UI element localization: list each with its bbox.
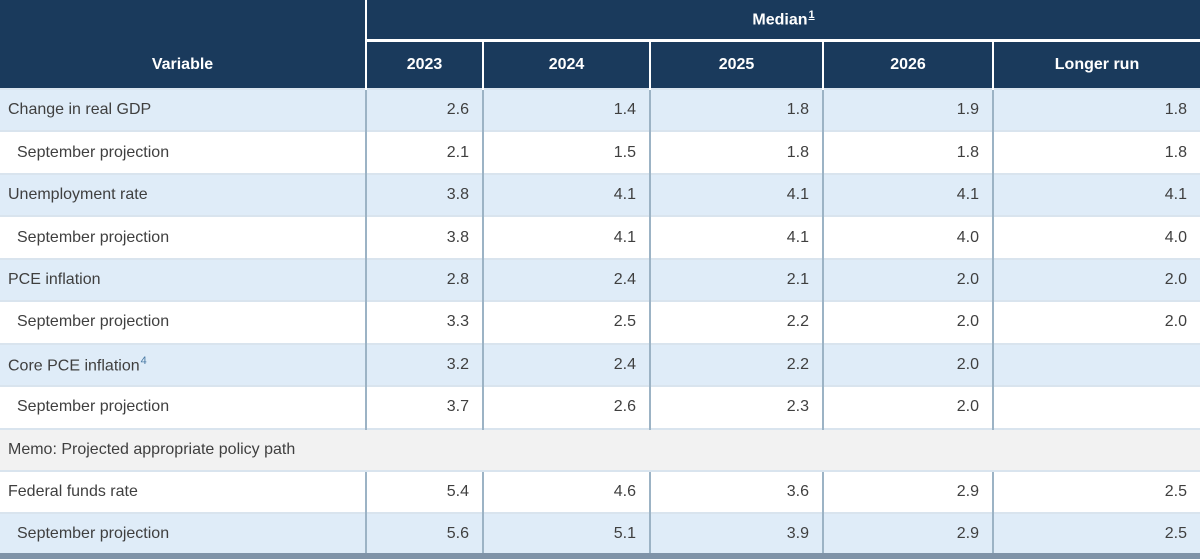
value-cell: 4.0 (991, 215, 1200, 259)
row-label: PCE inflation (0, 257, 366, 302)
value-cell: 2.2 (649, 300, 823, 344)
value-cell: 2.4 (482, 257, 650, 302)
value-cell: 4.0 (822, 215, 993, 259)
table-row: September projection 3.3 2.5 2.2 2.0 2.0 (0, 300, 1200, 344)
value-cell: 2.9 (822, 469, 993, 514)
value-cell: 3.8 (365, 172, 483, 217)
value-cell: 4.1 (991, 172, 1200, 217)
value-cell: 3.9 (649, 512, 823, 556)
value-cell: 1.8 (649, 130, 823, 174)
value-cell: 2.0 (822, 342, 993, 387)
core-pce-footnote-link[interactable]: 4 (140, 354, 147, 367)
value-cell: 5.1 (482, 512, 650, 556)
year-column-header: 2023 (365, 40, 483, 89)
value-cell: 2.0 (991, 300, 1200, 344)
value-cell: 2.8 (365, 257, 483, 302)
median-header-label: Median (752, 11, 808, 29)
value-cell: 1.9 (822, 87, 993, 132)
value-cell: 2.4 (482, 342, 650, 387)
value-cell: 2.6 (365, 87, 483, 132)
value-cell: 3.7 (365, 385, 483, 429)
table-row: Federal funds rate 5.4 4.6 3.6 2.9 2.5 (0, 469, 1200, 514)
year-column-header: 2026 (822, 40, 993, 89)
variable-header-label: Variable (151, 56, 214, 73)
row-label: September projection (0, 300, 366, 344)
row-label: Core PCE inflation4 (0, 342, 366, 387)
value-cell: 4.1 (482, 172, 650, 217)
row-label: Unemployment rate (0, 172, 366, 217)
year-column-header: 2025 (649, 40, 823, 89)
value-cell: 2.5 (991, 512, 1200, 556)
value-cell: 4.1 (822, 172, 993, 217)
row-label: September projection (0, 512, 366, 556)
value-cell: 1.8 (822, 130, 993, 174)
table-row: Change in real GDP 2.6 1.4 1.8 1.9 1.8 (0, 87, 1200, 132)
value-cell: 2.1 (649, 257, 823, 302)
value-cell: 1.8 (991, 87, 1200, 132)
group-header-row: Variable Median1 (0, 0, 1200, 89)
row-label: Change in real GDP (0, 87, 366, 132)
value-cell: 2.0 (991, 257, 1200, 302)
value-cell: 2.5 (482, 300, 650, 344)
value-cell: 4.1 (649, 215, 823, 259)
value-cell: 4.6 (482, 469, 650, 514)
value-cell: 2.5 (991, 469, 1200, 514)
year-column-header: Longer run (991, 40, 1200, 89)
value-cell: 2.0 (822, 385, 993, 429)
median-footnote-link[interactable]: 1 (808, 9, 815, 22)
value-cell: 5.6 (365, 512, 483, 556)
table-row: Core PCE inflation4 3.2 2.4 2.2 2.0 (0, 342, 1200, 387)
table-body: Change in real GDP 2.6 1.4 1.8 1.9 1.8 Septemb… (0, 87, 1200, 556)
value-cell: 3.6 (649, 469, 823, 514)
value-cell: 2.3 (649, 385, 823, 429)
value-cell: 3.2 (365, 342, 483, 387)
value-cell: 2.2 (649, 342, 823, 387)
value-cell: 3.8 (365, 215, 483, 259)
value-cell: 2.0 (822, 257, 993, 302)
median-column-group-header: Median1 (364, 0, 1200, 42)
value-cell: 1.8 (649, 87, 823, 132)
table-row: PCE inflation 2.8 2.4 2.1 2.0 2.0 (0, 257, 1200, 302)
table-row: Memo: Projected appropriate policy path (0, 427, 1200, 471)
table-header: Variable Median1 2023 2024 2025 2026 Longer … (0, 0, 1200, 89)
memo-row-label: Memo: Projected appropriate policy path (0, 427, 1200, 471)
value-cell: 4.1 (649, 172, 823, 217)
year-header-row: 2023 2024 2025 2026 Longer run (0, 40, 1200, 89)
value-cell: 2.9 (822, 512, 993, 556)
value-cell: 1.8 (991, 130, 1200, 174)
table-row: September projection 3.7 2.6 2.3 2.0 (0, 385, 1200, 429)
value-cell: 2.0 (822, 300, 993, 344)
value-cell: 2.6 (482, 385, 650, 429)
value-cell: 2.1 (365, 130, 483, 174)
row-label: September projection (0, 385, 366, 429)
row-label: September projection (0, 130, 366, 174)
value-cell: 4.1 (482, 215, 650, 259)
year-column-header: 2024 (482, 40, 650, 89)
table-row: Unemployment rate 3.8 4.1 4.1 4.1 4.1 (0, 172, 1200, 217)
value-cell: 5.4 (365, 469, 483, 514)
value-cell: 1.4 (482, 87, 650, 132)
table-row: September projection 5.6 5.1 3.9 2.9 2.5 (0, 512, 1200, 556)
value-cell (991, 385, 1200, 429)
table-row: September projection 3.8 4.1 4.1 4.0 4.0 (0, 215, 1200, 259)
value-cell: 3.3 (365, 300, 483, 344)
value-cell: 1.5 (482, 130, 650, 174)
row-label: September projection (0, 215, 366, 259)
value-cell (991, 342, 1200, 387)
row-label: Federal funds rate (0, 469, 366, 514)
variable-column-header: Variable (0, 0, 366, 89)
table-row: September projection 2.1 1.5 1.8 1.8 1.8 (0, 130, 1200, 174)
